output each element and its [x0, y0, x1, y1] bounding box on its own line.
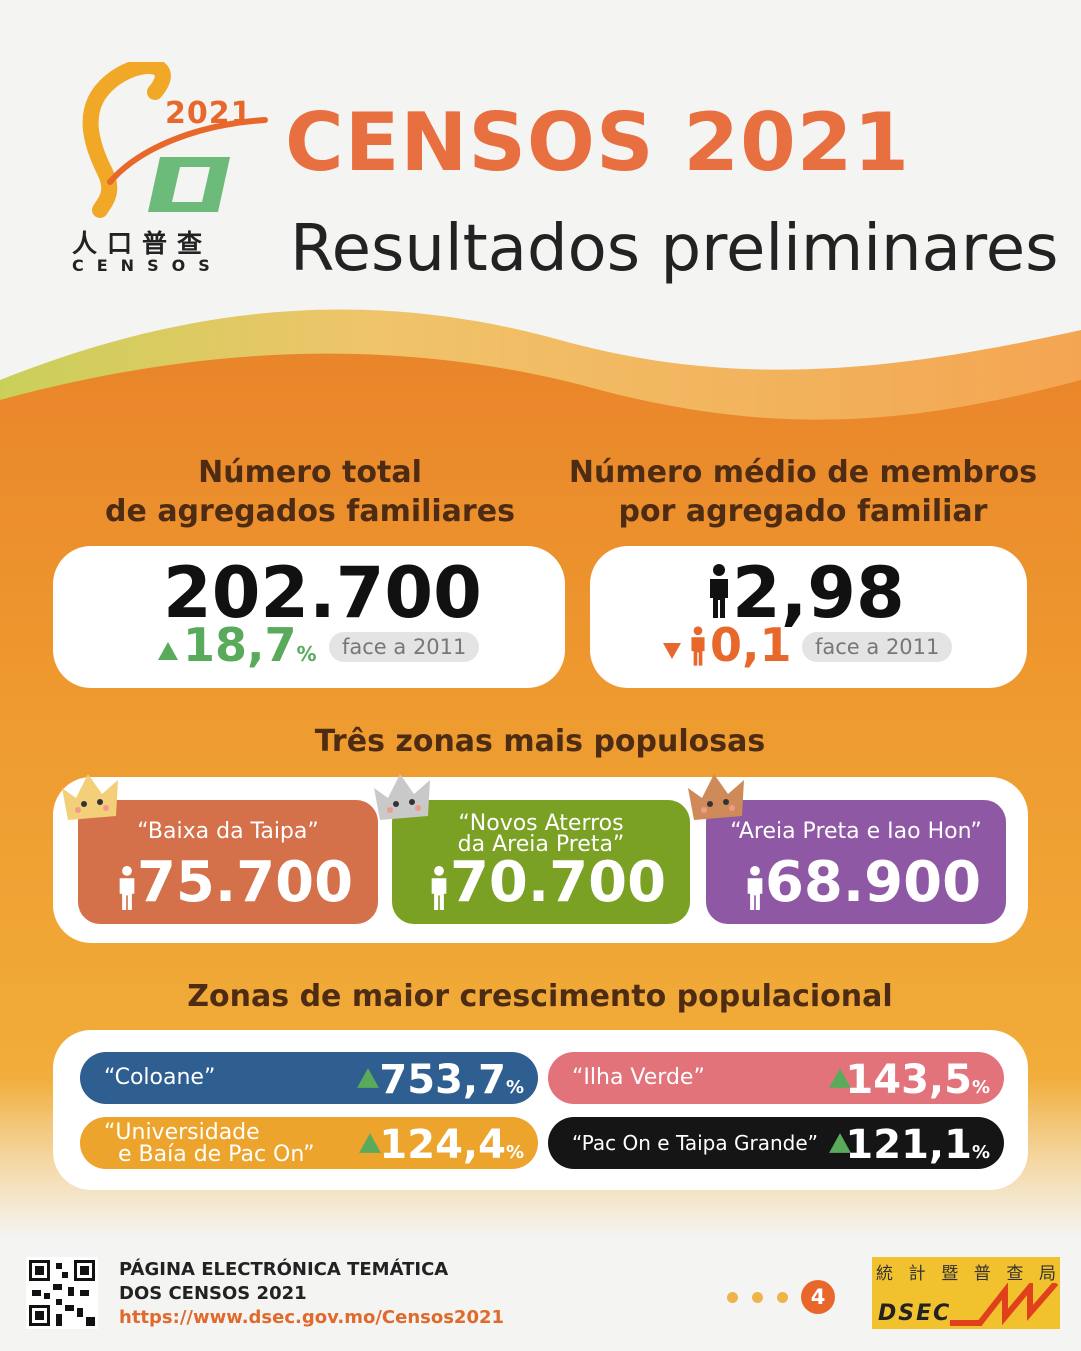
growth-value-number: 121,1 — [845, 1122, 972, 1168]
growth-value-unit: % — [971, 1077, 990, 1098]
silver-crown-icon — [374, 774, 430, 820]
members-heading: Número médio de membros por agregado fam… — [548, 453, 1058, 531]
households-card: 202.700 18,7% face a 2011 — [53, 546, 565, 688]
households-change-unit: % — [296, 642, 317, 666]
growth-value-unit: % — [971, 1142, 990, 1163]
dsec-char: 普 — [973, 1264, 991, 1284]
growth-value-unit: % — [505, 1077, 524, 1098]
dsec-zigzag-icon — [950, 1283, 1058, 1326]
members-value: 2,98 — [732, 552, 905, 634]
households-heading-line2: de agregados familiares — [105, 494, 515, 529]
growth-zone-value: 121,1% — [845, 1122, 990, 1168]
growth-zone-name-line1: “Universidade — [104, 1120, 260, 1145]
growth-zone-name: “Pac On e Taipa Grande” — [572, 1131, 818, 1155]
page-dot — [752, 1292, 763, 1303]
growth-zones-heading: Zonas de maior crescimento populacional — [187, 979, 893, 1014]
person-icon — [431, 866, 447, 910]
arrow-up-icon — [158, 642, 178, 660]
growth-zone-name: “Ilha Verde” — [572, 1065, 705, 1090]
members-card: 2,98 0,1 face a 2011 — [590, 546, 1027, 688]
zone-card-baixa-da-taipa: “Baixa da Taipa” 75.700 — [78, 800, 378, 924]
zone-card-novos-aterros: “Novos Aterros da Areia Preta” 70.700 — [392, 800, 690, 924]
growth-value-unit: % — [505, 1142, 524, 1163]
footer-title-line2: DOS CENSOS 2021 — [119, 1283, 307, 1304]
zone-card-areia-preta: “Areia Preta e Iao Hon” 68.900 — [706, 800, 1006, 924]
members-heading-line2: por agregado familiar — [618, 494, 988, 529]
logo-english-text: CENSOS — [72, 256, 223, 275]
growth-zone-name-line2: e Baía de Pac On” — [118, 1142, 315, 1167]
footer-title: PÁGINA ELECTRÓNICA TEMÁTICA DOS CENSOS 2… — [119, 1258, 448, 1306]
censos-logo-graphic — [82, 62, 268, 218]
page-dot — [777, 1292, 788, 1303]
members-change: 0,1 — [710, 618, 792, 672]
person-icon — [119, 866, 135, 910]
zone-name: “Areia Preta e Iao Hon” — [730, 819, 982, 844]
growth-zone-value: 124,4% — [379, 1122, 524, 1168]
person-icon — [710, 564, 728, 618]
footer-title-line1: PÁGINA ELECTRÓNICA TEMÁTICA — [119, 1259, 449, 1280]
dsec-char: 暨 — [941, 1264, 959, 1284]
households-change-value: 18,7 — [183, 618, 297, 672]
growth-pill-universidade: “Universidade e Baía de Pac On” 124,4% — [80, 1117, 538, 1169]
dsec-char: 統 — [876, 1264, 893, 1284]
zone-population: 75.700 — [136, 850, 354, 915]
growth-zone-value: 143,5% — [845, 1057, 990, 1103]
gold-crown-icon — [62, 774, 118, 820]
growth-pill-pac-on: “Pac On e Taipa Grande” 121,1% — [548, 1117, 1004, 1169]
zone-population: 70.700 — [449, 850, 667, 915]
arrow-up-icon — [829, 1133, 851, 1153]
populous-zones-heading: Três zonas mais populosas — [314, 724, 766, 759]
page-subtitle: Resultados preliminares — [290, 212, 1059, 286]
dsec-logo: 統 計 暨 普 查 局 DSEC — [872, 1257, 1060, 1329]
arrow-up-icon — [359, 1133, 381, 1153]
dsec-char: 查 — [1006, 1264, 1024, 1284]
footer-url-link[interactable]: https://www.dsec.gov.mo/Censos2021 — [119, 1307, 505, 1328]
person-icon — [747, 866, 763, 910]
zone-population: 68.900 — [764, 850, 982, 915]
qr-code-icon[interactable] — [26, 1257, 98, 1329]
households-heading: Número total de agregados familiares — [60, 453, 560, 531]
households-comparison-badge: face a 2011 — [329, 632, 480, 662]
bronze-crown-icon — [688, 774, 744, 820]
dsec-char: 局 — [1038, 1264, 1056, 1284]
page-number-badge: 4 — [801, 1280, 835, 1314]
arrow-up-icon — [357, 1068, 379, 1088]
page-title: CENSOS 2021 — [285, 96, 911, 189]
dsec-english-name: DSEC — [878, 1301, 952, 1326]
page-dot — [727, 1292, 738, 1303]
members-heading-line1: Número médio de membros — [568, 455, 1038, 490]
person-small-icon — [691, 626, 705, 666]
zone-name-line2: da Areia Preta” — [457, 832, 625, 857]
growth-value-number: 124,4 — [379, 1122, 506, 1168]
households-value: 202.700 — [163, 552, 482, 634]
growth-pill-coloane: “Coloane” 753,7% — [80, 1052, 538, 1104]
zone-name-line1: “Novos Aterros — [458, 811, 624, 836]
zone-name: “Baixa da Taipa” — [137, 819, 319, 844]
growth-zone-name: “Coloane” — [104, 1065, 216, 1090]
dsec-chinese-name: 統 計 暨 普 查 局 — [876, 1259, 1056, 1284]
logo-year: 2021 — [165, 96, 253, 131]
households-change: 18,7% — [183, 618, 317, 672]
members-comparison-badge: face a 2011 — [802, 632, 953, 662]
arrow-down-icon — [663, 643, 681, 659]
growth-value-number: 143,5 — [845, 1057, 972, 1103]
growth-value-number: 753,7 — [379, 1057, 506, 1103]
growth-pill-ilha-verde: “Ilha Verde” 143,5% — [548, 1052, 1004, 1104]
arrow-up-icon — [829, 1068, 851, 1088]
logo-chinese-text: 人口普查 — [72, 229, 213, 258]
dsec-char: 計 — [908, 1264, 926, 1284]
growth-zone-value: 753,7% — [379, 1057, 524, 1103]
households-heading-line1: Número total — [198, 455, 422, 490]
